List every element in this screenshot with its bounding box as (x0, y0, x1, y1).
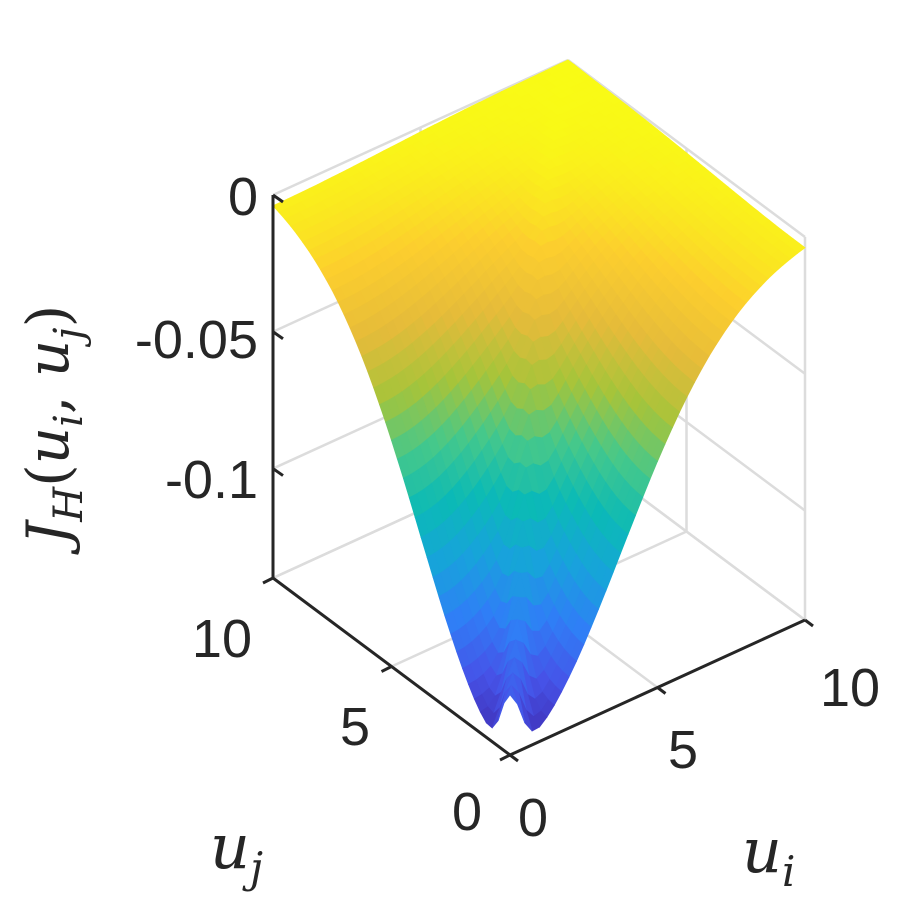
x-tick-label-10: 10 (820, 658, 880, 718)
x-tick-mark-0 (509, 753, 519, 763)
tick-marks (262, 193, 814, 763)
y-tick-label-10: 10 (192, 609, 252, 669)
x-tick-mark-1 (656, 686, 667, 695)
surface-patch (503, 684, 518, 705)
z-tick-mark-0 (272, 193, 284, 204)
x-axis-label: ui (742, 814, 795, 896)
y-tick-mark-0 (499, 753, 511, 762)
x-tick-label-5: 5 (668, 720, 698, 780)
z-tick-label-0: 0 (228, 167, 258, 227)
z-tick-mark-1 (272, 330, 284, 341)
y-tick-label-0: 0 (452, 782, 482, 842)
z-tick-mark-2 (272, 467, 284, 477)
x-tick-mark-2 (804, 618, 814, 628)
surface-plot (272, 59, 806, 732)
z-tick-label-1: -0.05 (135, 310, 258, 370)
y-axis-label: uj (210, 810, 263, 892)
y-tick-mark-2 (262, 576, 274, 585)
y-tick-label-5: 5 (340, 697, 370, 757)
z-axis-label: JH(ui, uj) (14, 305, 92, 555)
x-tick-label-0: 0 (518, 788, 548, 848)
y-tick-mark-1 (380, 665, 393, 673)
z-tick-label-2: -0.1 (165, 450, 258, 510)
